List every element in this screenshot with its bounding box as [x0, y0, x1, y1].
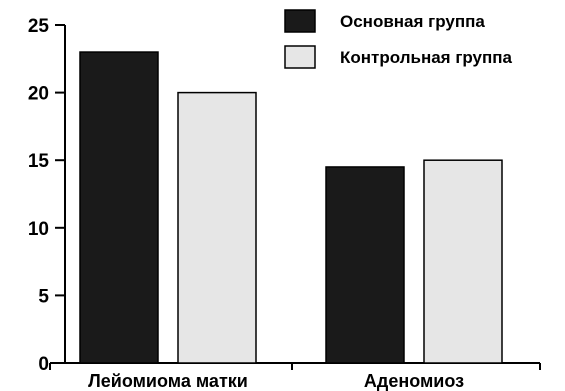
y-tick-label: 0 — [38, 354, 49, 375]
y-tick-label: 5 — [38, 286, 49, 307]
bar — [177, 91, 257, 364]
y-axis: 0 5 10 15 20 25 — [28, 16, 66, 375]
x-category-label: Лейомиома матки — [88, 371, 248, 391]
legend: Основная группа Контрольная группа — [284, 9, 513, 69]
bars — [79, 51, 503, 364]
legend-label: Контрольная группа — [340, 48, 513, 67]
legend-swatch — [284, 45, 316, 69]
bar — [423, 159, 503, 364]
y-tick-label: 10 — [28, 219, 49, 240]
x-axis: Лейомиома матки Аденомиоз — [49, 362, 541, 391]
y-tick-label: 15 — [28, 151, 50, 172]
y-tick-label: 25 — [28, 16, 50, 37]
y-tick-label: 20 — [28, 84, 49, 105]
bar — [79, 51, 159, 364]
bar — [325, 166, 405, 364]
x-category-label: Аденомиоз — [364, 371, 464, 391]
legend-swatch — [284, 9, 316, 33]
legend-label: Основная группа — [340, 12, 485, 31]
